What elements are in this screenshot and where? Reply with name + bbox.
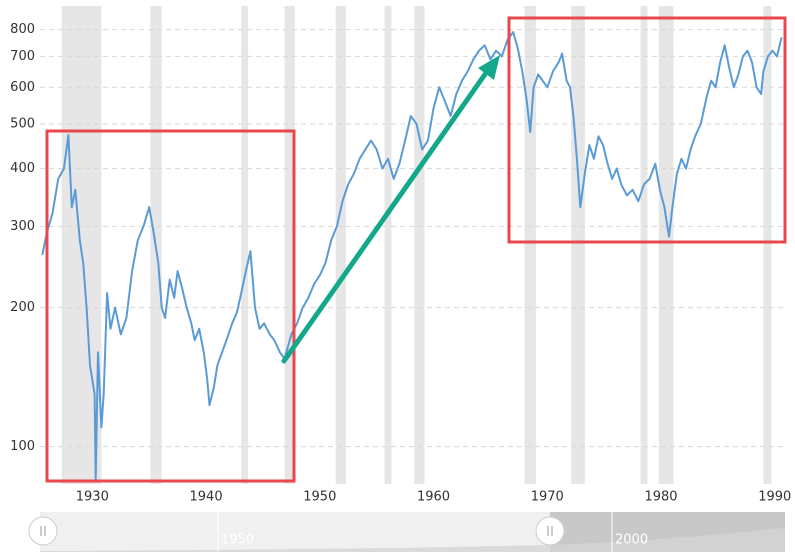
shaded-range xyxy=(335,6,346,484)
navigator[interactable]: 1950 2000 xyxy=(28,512,785,552)
annotation-arrow xyxy=(281,67,491,364)
y-tick-label: 700 xyxy=(10,49,35,64)
navigator-label: 2000 xyxy=(615,533,648,548)
annotation-box xyxy=(507,16,787,244)
data-line xyxy=(41,31,783,481)
y-tick-label: 500 xyxy=(10,116,35,131)
shaded-range xyxy=(571,6,585,484)
shaded-range xyxy=(414,6,425,484)
navigator-handle[interactable] xyxy=(535,516,565,546)
x-tick-label: 1990 xyxy=(758,490,791,505)
navigator-label: 1950 xyxy=(221,533,254,548)
shaded-range xyxy=(763,6,772,484)
y-tick-label: 100 xyxy=(10,439,35,454)
x-tick-label: 1940 xyxy=(190,490,223,505)
x-tick-label: 1950 xyxy=(303,490,336,505)
x-tick-label: 1960 xyxy=(417,490,450,505)
shaded-range xyxy=(241,6,249,484)
y-tick-label: 600 xyxy=(10,80,35,95)
annotation-arrowhead xyxy=(478,55,500,80)
navigator-handle[interactable] xyxy=(28,516,58,546)
shaded-range xyxy=(640,6,648,484)
x-tick-label: 1930 xyxy=(76,490,109,505)
annotation-box xyxy=(45,129,296,483)
shaded-range xyxy=(384,6,392,484)
shaded-range xyxy=(284,6,295,484)
y-tick-label: 200 xyxy=(10,300,35,315)
y-tick-label: 300 xyxy=(10,219,35,234)
shaded-range xyxy=(658,6,674,484)
x-tick-label: 1970 xyxy=(531,490,564,505)
shaded-range xyxy=(524,6,536,484)
y-tick-label: 400 xyxy=(10,161,35,176)
y-tick-label: 800 xyxy=(10,22,35,37)
navigator-area xyxy=(40,528,785,552)
x-tick-label: 1980 xyxy=(644,490,677,505)
